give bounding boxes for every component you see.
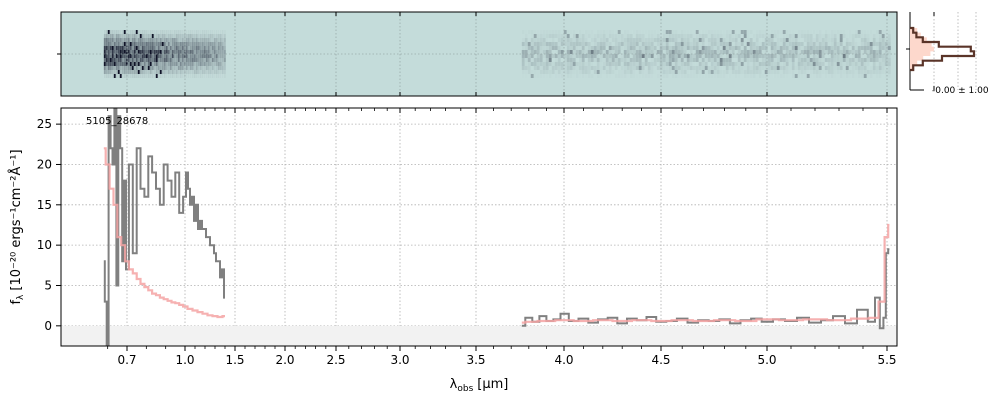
x-axis-label: λobs [μm] xyxy=(450,377,509,394)
spectrum-1d-ticks: 0.7 1.0 1.5 2.0 2.5 3.0 3.5 4.0 4.5 5.0 5.5 0 5 10 15 2… xyxy=(37,108,897,367)
x-tick-label: 2.5 xyxy=(326,353,345,367)
x-tick-label: 5.0 xyxy=(757,353,776,367)
x-tick-label: 1.5 xyxy=(225,353,244,367)
zero-band-fill xyxy=(61,325,897,346)
profile-label: -0.00 ± 1.00 xyxy=(932,86,989,96)
profile-panel: -0.00 ± 1.00 xyxy=(906,12,989,96)
y-tick-label: 5 xyxy=(44,278,52,292)
x-tick-label: 3.0 xyxy=(390,353,409,367)
model-series-line xyxy=(521,223,890,324)
profile-line xyxy=(910,26,976,72)
model-series-line xyxy=(103,147,225,319)
spectrum-1d-frame xyxy=(60,107,898,347)
x-tick-label: 4.0 xyxy=(554,353,573,367)
y-tick-label: 20 xyxy=(37,157,52,171)
y-axis-label: fλ[10⁻²⁰ ergs⁻¹cm⁻²Å⁻¹] xyxy=(8,149,26,304)
y-tick-label: 0 xyxy=(44,319,52,333)
spectrum-2d-segment xyxy=(103,30,226,78)
spectrum-2d-ticks xyxy=(57,12,888,96)
object-label: 5105_28678 xyxy=(86,116,148,127)
data-series-line xyxy=(103,108,225,346)
x-tick-label: 4.5 xyxy=(651,353,670,367)
x-tick-label: 0.7 xyxy=(117,353,136,367)
spectrum-1d-series xyxy=(103,108,890,346)
profile-plot xyxy=(906,12,977,91)
y-tick-label: 25 xyxy=(37,117,52,131)
x-tick-label: 5.5 xyxy=(877,353,896,367)
x-tick-label: 2.0 xyxy=(275,353,294,367)
x-tick-label: 3.5 xyxy=(466,353,485,367)
spectrum-2d-grid xyxy=(61,12,897,96)
profile-model-fill xyxy=(910,28,934,70)
x-tick-label: 1.0 xyxy=(175,353,194,367)
spectrum-1d-panel: 0.7 1.0 1.5 2.0 2.5 3.0 3.5 4.0 4.5 5.0 5.5 0 5 10 15 2… xyxy=(37,107,898,367)
spectrum-1d-background xyxy=(61,108,897,346)
zero-band xyxy=(61,325,897,346)
y-tick-label: 15 xyxy=(37,198,52,212)
spectrum-2d-panel xyxy=(57,11,898,97)
y-tick-label: 10 xyxy=(37,238,52,252)
